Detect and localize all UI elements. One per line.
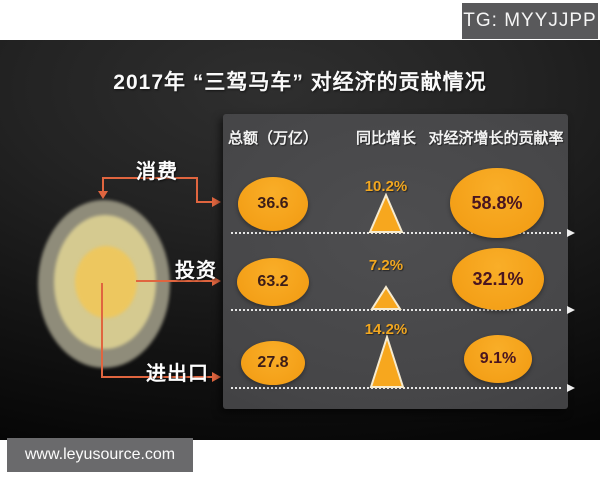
contribution-bubble-consume: 58.8% bbox=[450, 168, 544, 238]
category-label-consume: 消费 bbox=[136, 161, 178, 183]
website-watermark-badge: www.leyusource.com bbox=[7, 438, 193, 472]
contribution-bubble-invest: 32.1% bbox=[452, 248, 544, 310]
trade-connector-line bbox=[101, 283, 103, 378]
contribution-value: 32.1% bbox=[472, 268, 524, 289]
trade-connector-line bbox=[101, 376, 213, 378]
divider-arrowhead-icon bbox=[567, 229, 575, 237]
chart-title: 2017年 “三驾马车” 对经济的贡献情况 bbox=[113, 71, 487, 94]
total-bubble-consume: 36.6 bbox=[238, 177, 308, 231]
total-value: 63.2 bbox=[257, 273, 289, 290]
trade-arrow-right-icon bbox=[212, 372, 221, 382]
column-header-growth: 同比增长 bbox=[355, 130, 416, 147]
contribution-value: 58.8% bbox=[471, 192, 523, 213]
consume-connector-line bbox=[196, 177, 198, 203]
data-table-panel: 总额（万亿） 同比增长 对经济增长的贡献率 36.6 10.2% 58.8% 6… bbox=[223, 114, 575, 409]
growth-triangle-invest bbox=[370, 285, 402, 310]
consume-connector-line bbox=[102, 177, 104, 192]
total-bubble-trade: 27.8 bbox=[241, 341, 305, 385]
consume-connector-line bbox=[196, 201, 213, 203]
category-label-trade: 进出口 bbox=[146, 363, 209, 385]
growth-value-invest: 7.2% bbox=[368, 257, 404, 274]
contribution-bubble-trade: 9.1% bbox=[464, 335, 532, 383]
egg-inner-core bbox=[75, 246, 137, 318]
tg-watermark-badge: TG: MYYJJPP bbox=[462, 3, 598, 39]
growth-value-consume: 10.2% bbox=[364, 178, 408, 195]
category-label-invest: 投资 bbox=[175, 260, 217, 282]
total-value: 27.8 bbox=[257, 354, 289, 371]
website-watermark-text: www.leyusource.com bbox=[24, 446, 176, 463]
invest-arrow-right-icon bbox=[212, 276, 221, 286]
contribution-value: 9.1% bbox=[479, 350, 517, 367]
column-header-total: 总额（万亿） bbox=[227, 130, 318, 147]
divider-arrowhead-icon bbox=[567, 384, 575, 392]
growth-triangle-trade bbox=[369, 335, 405, 388]
consume-connector-line bbox=[102, 177, 198, 179]
invest-connector-line bbox=[136, 280, 213, 282]
total-bubble-invest: 63.2 bbox=[237, 258, 309, 306]
growth-triangle-consume bbox=[368, 193, 404, 233]
divider-arrowhead-icon bbox=[567, 306, 575, 314]
consume-arrow-right-icon bbox=[212, 197, 221, 207]
total-value: 36.6 bbox=[257, 195, 289, 212]
column-header-contribution: 对经济增长的贡献率 bbox=[428, 130, 564, 147]
tg-watermark-text: TG: MYYJJPP bbox=[463, 10, 597, 31]
consume-arrow-down-icon bbox=[98, 191, 108, 199]
growth-value-trade: 14.2% bbox=[364, 321, 408, 338]
